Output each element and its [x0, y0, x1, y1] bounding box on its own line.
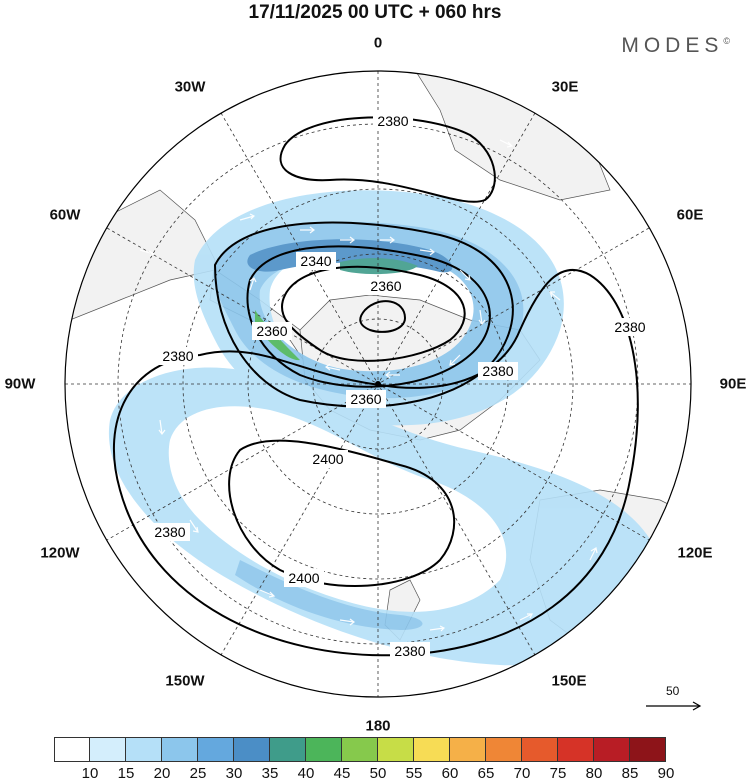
longitude-label-90e: 90E [719, 375, 747, 393]
vector-reference-value: 50 [666, 684, 680, 698]
contour-label-text: 2380 [377, 113, 408, 129]
contour-label: 2380 [373, 112, 413, 130]
contour-2360-outer [213, 221, 514, 408]
contour-label: 2380 [478, 362, 518, 380]
longitude-label-150w: 150W [165, 672, 205, 690]
contour-label-text: 2360 [370, 278, 401, 294]
longitude-label-0: 0 [373, 34, 383, 52]
colorbar-tick-label: 35 [261, 765, 279, 782]
contour-label: 2360 [346, 390, 386, 408]
contour-label: 2360 [366, 277, 406, 295]
colorbar-tick-label: 60 [441, 765, 459, 782]
colorbar-swatch [90, 737, 126, 762]
colorbar-swatch [54, 737, 90, 762]
colorbar-swatch [594, 737, 630, 762]
longitude-label-30w: 30W [174, 78, 206, 96]
colorbar-tick-label: 40 [297, 765, 315, 782]
copyright-mark: © [723, 36, 730, 46]
colorbar-swatch [126, 737, 162, 762]
contour-2380-main [112, 268, 639, 657]
contour-label-text: 2340 [300, 253, 331, 269]
south-band-core [235, 560, 423, 630]
colorbar-swatch [414, 737, 450, 762]
longitude-label-150e: 150E [551, 672, 587, 690]
colorbar-swatch [486, 737, 522, 762]
colorbar-tick-label: 80 [585, 765, 603, 782]
longitude-label-90w: 90W [4, 375, 36, 393]
colorbar-swatch [558, 737, 594, 762]
colorbar-swatch [198, 737, 234, 762]
colorbar-swatch [630, 737, 666, 762]
pole-marker [375, 381, 381, 387]
contour-2400 [228, 439, 456, 588]
colorbar-tick-label: 30 [225, 765, 243, 782]
colorbar-swatch [162, 737, 198, 762]
contour-label: 2400 [284, 569, 324, 587]
contour-label-text: 2360 [256, 323, 287, 339]
colorbar-swatch [522, 737, 558, 762]
contour-label: 2360 [252, 322, 292, 340]
colorbar-swatch [270, 737, 306, 762]
contour-label-text: 2400 [312, 451, 343, 467]
colorbar-tick-label: 20 [153, 765, 171, 782]
contour-label-text: 2380 [162, 348, 193, 364]
contour-label-text: 2380 [394, 643, 425, 659]
colorbar-tick-label: 25 [189, 765, 207, 782]
height-contours [112, 116, 639, 657]
colorbar-tick-label: 55 [405, 765, 423, 782]
colorbar-tick-label: 90 [657, 765, 675, 782]
longitude-label-180: 180 [365, 717, 391, 735]
contour-low-center [359, 300, 407, 333]
wind-speed-shading [108, 190, 664, 666]
colorbar-tick-label: 10 [81, 765, 99, 782]
map-title: 17/11/2025 00 UTC + 060 hrs [248, 2, 502, 23]
colorbar-swatch [342, 737, 378, 762]
colorbar-swatch [306, 737, 342, 762]
brand-logo: MODES© [621, 34, 730, 58]
contour-label: 2400 [308, 450, 348, 468]
colorbar-swatch [234, 737, 270, 762]
wind-vectors [139, 119, 624, 632]
colorbar-swatch [378, 737, 414, 762]
longitude-label-30e: 30E [551, 78, 579, 96]
colorbar-tick-label: 15 [117, 765, 135, 782]
brand-text: MODES [621, 34, 724, 57]
longitude-label-120e: 120E [677, 544, 713, 562]
contour-label-text: 2360 [350, 391, 381, 407]
colorbar-tick-label: 70 [513, 765, 531, 782]
right-arrow-icon [646, 701, 702, 711]
contour-label-layer: 2380 2340 2360 2380 2360 2380 2380 2360 … [150, 112, 650, 660]
contour-label: 2340 [296, 252, 336, 270]
colorbar-swatch [450, 737, 486, 762]
contour-label-text: 2380 [154, 524, 185, 540]
contour-label: 2380 [390, 642, 430, 660]
contour-label-text: 2380 [482, 363, 513, 379]
contour-label: 2380 [150, 523, 190, 541]
colorbar-tick-label: 75 [549, 765, 567, 782]
contour-label-text: 2380 [614, 319, 645, 335]
colorbar-tick-label: 85 [621, 765, 639, 782]
contour-label: 2380 [158, 347, 198, 365]
contour-2340 [280, 265, 466, 362]
colorbar-legend: 10 15 20 25 30 35 40 45 50 55 60 65 70 75 80 85 90 [54, 737, 674, 782]
longitude-label-60w: 60W [49, 206, 81, 224]
contour-label: 2380 [610, 318, 650, 336]
south-band [108, 367, 664, 666]
colorbar-tick-label: 65 [477, 765, 495, 782]
colorbar-tick-label: 50 [369, 765, 387, 782]
colorbar-tick-label: 45 [333, 765, 351, 782]
longitude-label-120w: 120W [40, 544, 80, 562]
longitude-label-60e: 60E [676, 206, 704, 224]
contour-label-text: 2400 [288, 570, 319, 586]
map-boundary [64, 70, 692, 698]
colorbar-swatches [54, 737, 666, 762]
